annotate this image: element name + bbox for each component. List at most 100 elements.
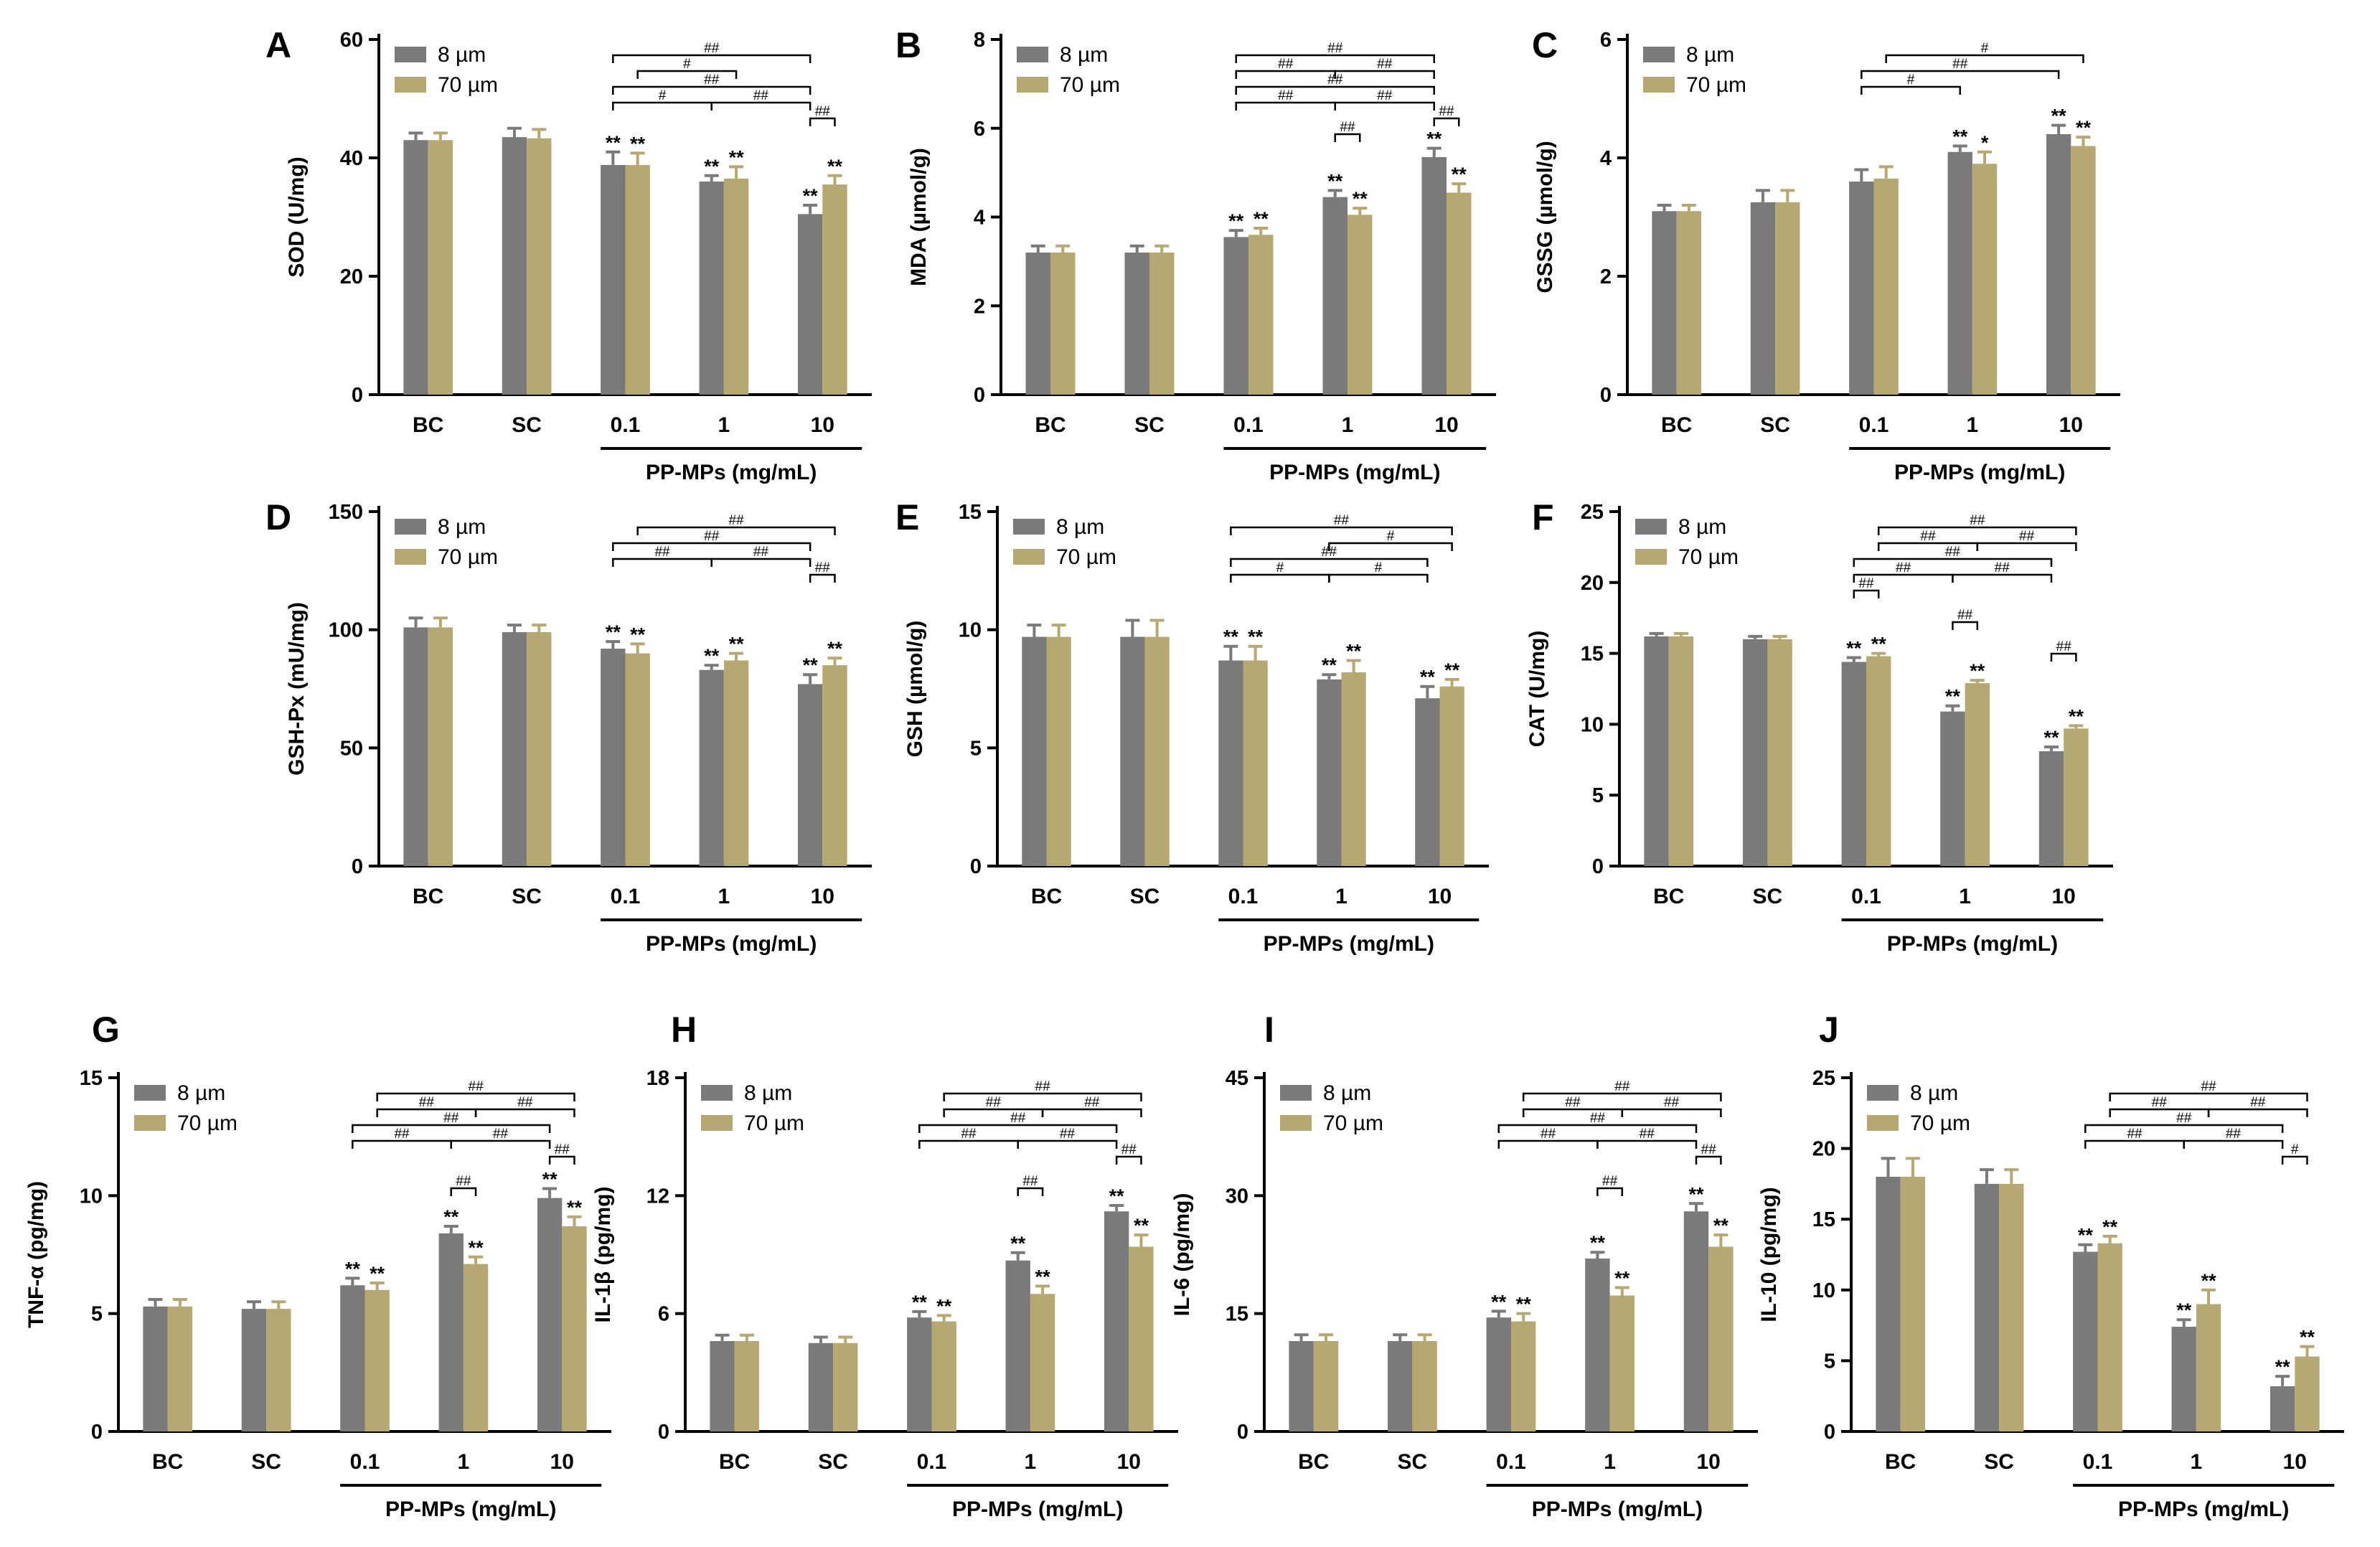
x-tick-label: 0.1	[1496, 1450, 1526, 1474]
y-axis-title: IL-1β (pg/mg)	[591, 1187, 615, 1323]
significance-star: **	[1010, 1233, 1026, 1254]
significance-star: **	[827, 638, 843, 659]
significance-bracket: ##	[636, 513, 836, 535]
bracket-label: ##	[2226, 1127, 2242, 1142]
significance-bracket: ##	[1853, 576, 1880, 598]
significance-bracket: ##	[1596, 1174, 1624, 1196]
significance-star: **	[2078, 1225, 2094, 1246]
x-tick-label: 0.1	[1851, 885, 1881, 908]
significance-bracket: ##	[1497, 1127, 1599, 1149]
significance-bracket: ##	[2084, 1111, 2284, 1133]
bar-i-s1-c1	[1388, 1341, 1413, 1431]
significance-bracket: #	[1885, 41, 2084, 63]
bracket-line	[612, 558, 712, 567]
group-label: PP-MPs (mg/mL)	[646, 932, 817, 956]
x-tick-label: 10	[1697, 1450, 1721, 1474]
x-tick-label: 0.1	[1228, 885, 1259, 908]
bar-f-s2-c0	[1668, 636, 1694, 866]
significance-bracket: ##	[548, 1142, 575, 1165]
bar-j-s2-c1	[1999, 1183, 2024, 1431]
bar-i-s2-c0	[1313, 1341, 1339, 1431]
y-tick-label: 150	[329, 501, 363, 524]
bracket-label: ##	[1278, 57, 1294, 72]
bar-d-s2-c1	[527, 631, 552, 866]
legend-swatch	[1280, 1085, 1312, 1101]
bracket-label: ##	[1590, 1111, 1606, 1126]
bar-d-s1-c0	[403, 627, 428, 866]
bracket-label: ##	[704, 72, 720, 88]
significance-star: **	[1426, 128, 1442, 150]
bracket-label: ##	[2201, 1079, 2217, 1094]
bar-d-s1-c1	[502, 631, 527, 866]
x-tick-label: 10	[550, 1450, 574, 1474]
significance-bracket: ##	[1115, 1142, 1142, 1165]
panel-h: H 0 6 12 18 IL-1β (pg/mg) ** ** ** ** ** ** BC SC 0.1 1…	[591, 1010, 1178, 1521]
group-label: PP-MPs (mg/mL)	[2118, 1497, 2289, 1521]
significance-bracket: ##	[1433, 104, 1460, 126]
bracket-label: ##	[753, 545, 769, 560]
bracket-line	[809, 117, 836, 126]
y-axis-title: SOD (U/mg)	[285, 156, 309, 277]
significance-star: **	[1353, 188, 1368, 210]
bracket-line	[548, 1155, 575, 1165]
bar-f-s2-c2	[1866, 656, 1891, 866]
bracket-line	[1235, 54, 1435, 63]
significance-star: **	[1109, 1185, 1125, 1207]
significance-star: **	[370, 1263, 385, 1284]
bar-j-s1-c2	[2073, 1251, 2098, 1431]
bar-g-s1-c4	[537, 1198, 563, 1431]
bracket-label: ##	[704, 529, 720, 544]
legend-swatch	[134, 1085, 166, 1101]
significance-star: **	[469, 1237, 484, 1259]
bar-a-s1-c3	[699, 182, 724, 395]
bar-h-s1-c4	[1104, 1211, 1129, 1431]
bar-j-s2-c2	[2097, 1243, 2122, 1431]
significance-star: **	[729, 146, 745, 168]
bar-g-s1-c0	[143, 1306, 168, 1431]
significance-bracket: ##	[1976, 529, 2077, 551]
significance-star: **	[1491, 1291, 1507, 1312]
bar-e-s2-c4	[1439, 686, 1464, 866]
bar-a-s1-c4	[797, 214, 823, 395]
bar-j-s1-c0	[1876, 1177, 1901, 1431]
significance-bracket: ##	[1235, 88, 1336, 110]
bar-b-s2-c1	[1149, 253, 1175, 395]
significance-bracket: ##	[2183, 1127, 2284, 1149]
bracket-label: ##	[729, 513, 745, 528]
bar-a-s2-c3	[723, 178, 749, 395]
bar-i-s1-c2	[1486, 1317, 1511, 1431]
significance-star: **	[803, 654, 819, 676]
significance-bracket: ##	[2084, 1127, 2185, 1149]
significance-bracket: ##	[1952, 608, 1979, 630]
bracket-line	[2207, 1108, 2308, 1117]
significance-star: **	[1346, 640, 1362, 662]
bracket-label: ##	[1022, 1174, 1038, 1189]
bracket-label: #	[1375, 560, 1383, 575]
x-tick-label: 1	[1967, 413, 1979, 437]
significance-star: **	[542, 1168, 558, 1190]
y-tick-label: 25	[1812, 1067, 1835, 1090]
legend-label: 70 µm	[1060, 73, 1120, 97]
bar-e-s2-c3	[1341, 672, 1366, 866]
significance-star: **	[1228, 210, 1244, 232]
bracket-line	[918, 1139, 1019, 1149]
x-tick-label: SC	[512, 413, 542, 437]
bracket-line	[943, 1092, 1142, 1101]
bar-h-s2-c3	[1030, 1294, 1055, 1431]
legend-swatch	[395, 519, 426, 535]
y-tick-label: 20	[1812, 1138, 1835, 1161]
bar-b-s2-c4	[1447, 192, 1472, 395]
y-tick-label: 6	[1600, 29, 1612, 52]
bar-g-s2-c3	[463, 1264, 489, 1431]
legend-label: 8 µm	[1060, 43, 1108, 67]
bar-i-s2-c2	[1511, 1321, 1536, 1431]
bracket-label: ##	[1327, 41, 1343, 56]
panel-label: J	[1819, 1010, 1839, 1050]
legend-swatch	[1017, 77, 1048, 93]
significance-star: **	[1248, 626, 1264, 648]
significance-bracket: ##	[2050, 639, 2077, 662]
legend-label: 8 µm	[438, 515, 486, 539]
y-tick-label: 8	[974, 29, 985, 52]
y-tick-label: 60	[340, 29, 363, 52]
bar-j-s1-c1	[1974, 1183, 2000, 1431]
